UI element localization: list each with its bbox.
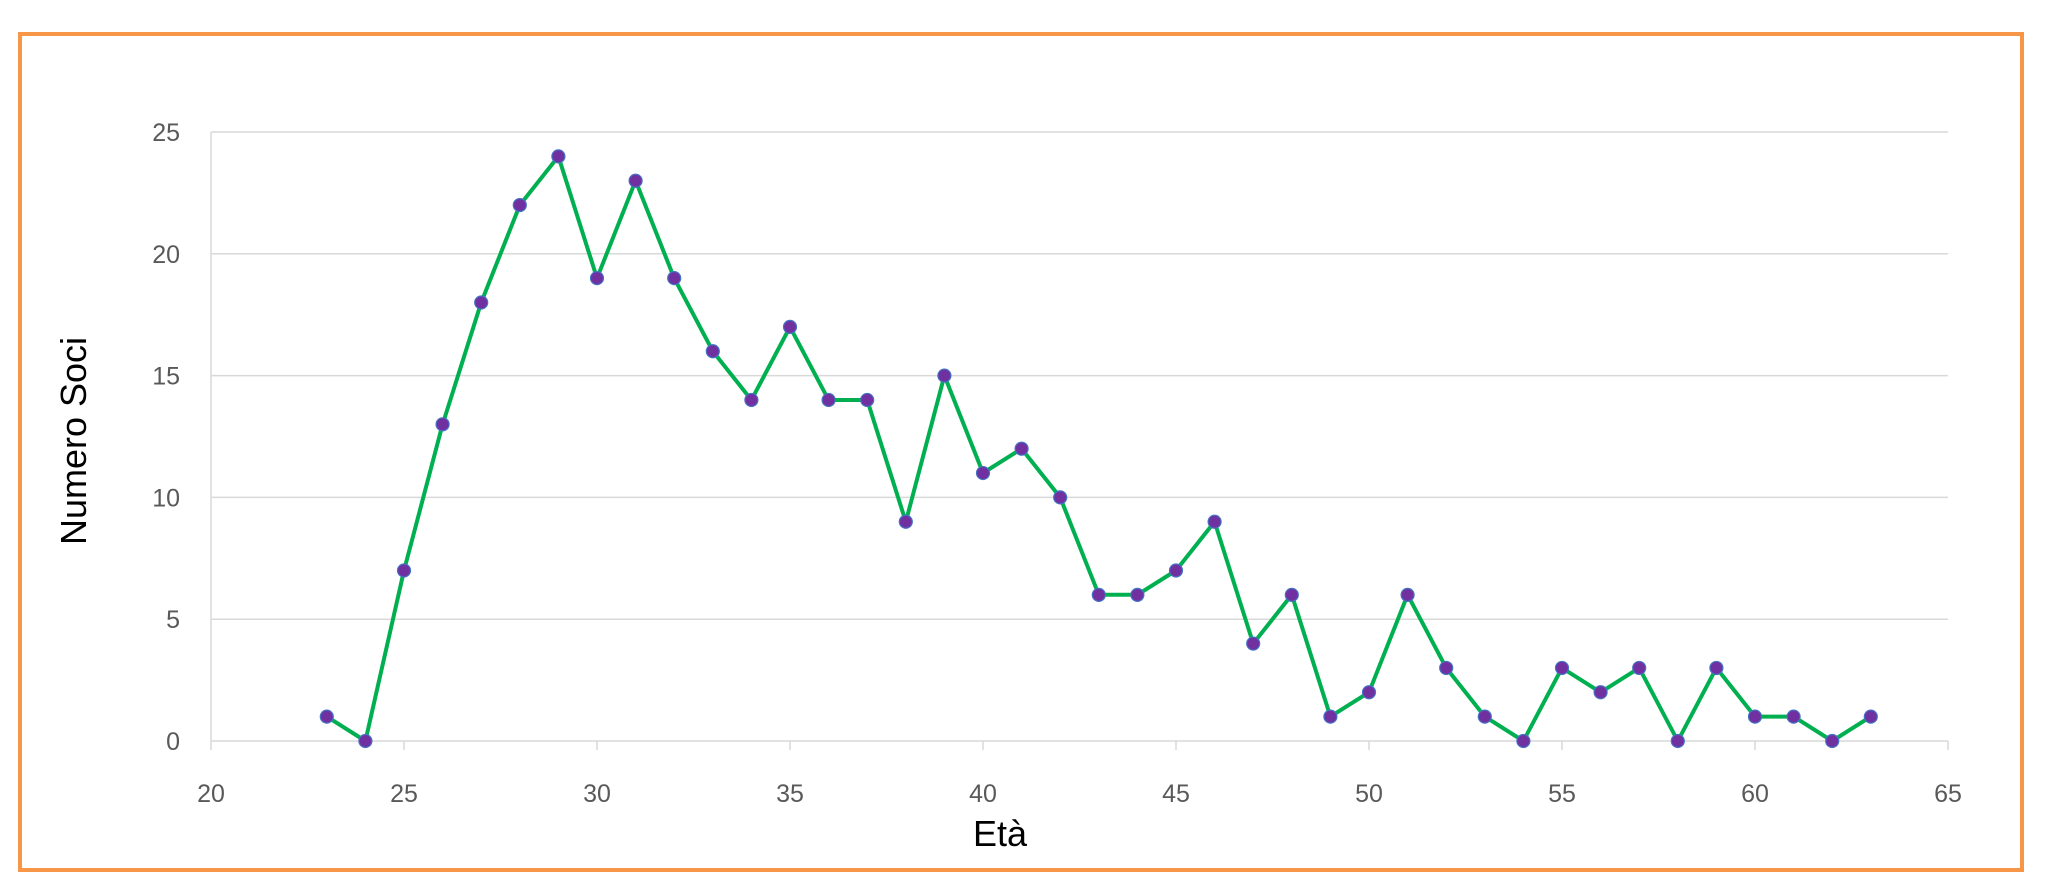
data-point — [1593, 685, 1608, 700]
x-tick-label: 50 — [1355, 780, 1383, 808]
data-point — [1168, 563, 1184, 578]
data-point — [1747, 709, 1763, 724]
data-point — [396, 563, 412, 578]
data-point — [319, 709, 334, 724]
data-point — [1786, 709, 1801, 724]
data-point — [1130, 587, 1145, 602]
data-point — [1554, 660, 1570, 676]
data-point — [1091, 587, 1106, 602]
tick-labels: 0 5 10 15 20 25 20 25 30 35 40 45 50 55 60 65 — [152, 119, 1962, 808]
data-point — [860, 392, 875, 408]
data-point — [1439, 660, 1454, 676]
data-point — [435, 417, 450, 432]
data-point — [1323, 709, 1338, 724]
x-tick-label: 25 — [390, 780, 418, 808]
data-point — [1053, 490, 1068, 505]
y-tick-label: 0 — [166, 728, 180, 756]
data-point — [358, 733, 373, 749]
data-point — [512, 197, 527, 213]
data-point — [1014, 441, 1029, 456]
x-tick-label: 30 — [583, 780, 611, 808]
data-point — [1670, 733, 1685, 749]
data-point — [1709, 660, 1724, 676]
x-tick-label: 45 — [1162, 780, 1190, 808]
series-line — [325, 154, 1872, 743]
data-point — [705, 344, 720, 359]
x-tick-label: 60 — [1741, 780, 1769, 808]
data-point — [1246, 636, 1261, 651]
gridlines — [211, 131, 1948, 620]
y-tick-label: 25 — [152, 119, 180, 147]
data-point — [1863, 709, 1878, 724]
axes — [210, 132, 1949, 750]
data-point — [551, 149, 566, 164]
y-tick-label: 20 — [152, 241, 180, 269]
y-tick-label: 5 — [166, 606, 180, 634]
data-point — [1477, 709, 1492, 724]
data-point — [937, 368, 952, 383]
data-point — [667, 271, 682, 286]
y-tick-label: 10 — [152, 484, 180, 512]
data-point — [1400, 587, 1415, 602]
data-point — [782, 319, 798, 334]
series-layer — [319, 149, 1878, 749]
x-tick-label: 65 — [1934, 780, 1962, 808]
x-tick-label: 20 — [197, 780, 225, 808]
data-point — [628, 173, 643, 188]
data-point — [1207, 514, 1222, 529]
data-point — [474, 295, 489, 310]
data-point — [589, 271, 605, 286]
data-point — [1632, 660, 1647, 676]
data-point — [898, 514, 913, 529]
x-axis-title: Età — [973, 813, 1028, 854]
data-point — [1284, 587, 1299, 602]
data-point — [1361, 685, 1377, 700]
y-axis-title: Numero Soci — [53, 337, 94, 545]
y-tick-label: 15 — [152, 363, 180, 391]
x-tick-label: 40 — [969, 780, 997, 808]
x-tick-label: 35 — [776, 780, 804, 808]
data-point — [1825, 733, 1840, 749]
data-point — [1516, 733, 1531, 749]
data-point — [744, 392, 759, 408]
x-tick-label: 55 — [1548, 780, 1576, 808]
data-point — [975, 465, 991, 481]
data-point — [821, 392, 836, 408]
